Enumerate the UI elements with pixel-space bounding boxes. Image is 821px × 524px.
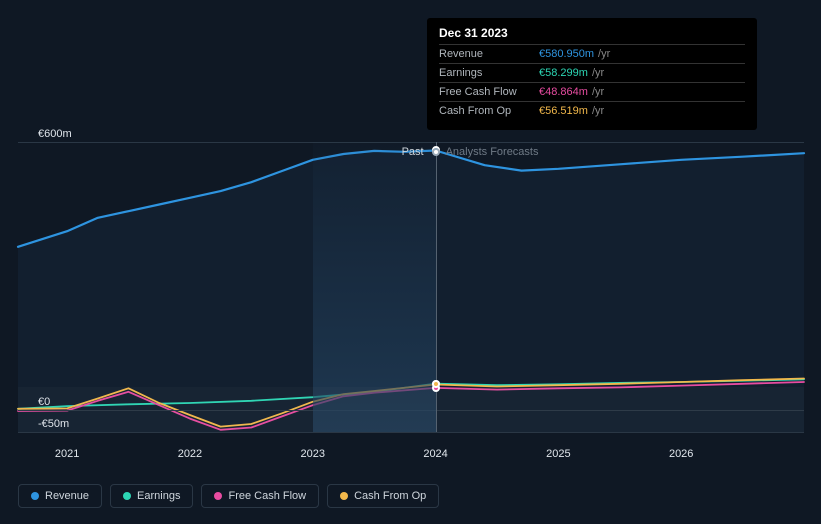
tooltip-row: Free Cash Flow€48.864m/yr [439, 82, 745, 101]
tooltip-row-unit: /yr [592, 67, 604, 79]
x-axis-label: 2022 [178, 448, 202, 460]
y-gridline [18, 142, 804, 143]
plot-area[interactable]: Past Analysts Forecasts [18, 142, 804, 432]
legend-item[interactable]: Earnings [110, 484, 193, 508]
legend-label: Revenue [45, 490, 89, 502]
tooltip-row-label: Free Cash Flow [439, 86, 539, 98]
legend-item[interactable]: Revenue [18, 484, 102, 508]
legend: Revenue Earnings Free Cash Flow Cash From O… [18, 484, 439, 508]
tooltip-row-value: €58.299m [539, 67, 588, 79]
chart-tooltip: Dec 31 2023 Revenue€580.950m/yrEarnings€… [427, 18, 757, 130]
tooltip-row-unit: /yr [592, 105, 604, 117]
legend-item[interactable]: Cash From Op [327, 484, 439, 508]
shaded-region [18, 387, 804, 432]
legend-label: Earnings [137, 490, 180, 502]
tooltip-row-value: €580.950m [539, 48, 594, 60]
y-gridline [18, 432, 804, 433]
tooltip-date: Dec 31 2023 [439, 26, 745, 44]
tooltip-row-unit: /yr [592, 86, 604, 98]
legend-label: Free Cash Flow [228, 490, 306, 502]
legend-swatch [31, 492, 39, 500]
tooltip-row-unit: /yr [598, 48, 610, 60]
legend-swatch [123, 492, 131, 500]
financials-chart: Dec 31 2023 Revenue€580.950m/yrEarnings€… [0, 0, 821, 524]
divider-marker [432, 148, 440, 156]
past-label: Past [402, 146, 424, 158]
tooltip-row: Cash From Op€56.519m/yr [439, 101, 745, 120]
tooltip-row-label: Revenue [439, 48, 539, 60]
legend-label: Cash From Op [354, 490, 426, 502]
legend-swatch [340, 492, 348, 500]
x-axis-label: 2026 [669, 448, 693, 460]
x-axis-label: 2021 [55, 448, 79, 460]
tooltip-row-label: Earnings [439, 67, 539, 79]
y-axis-label: €600m [30, 128, 38, 140]
tooltip-row-value: €56.519m [539, 105, 588, 117]
tooltip-row-value: €48.864m [539, 86, 588, 98]
tooltip-row-label: Cash From Op [439, 105, 539, 117]
legend-swatch [214, 492, 222, 500]
x-axis-label: 2024 [423, 448, 447, 460]
x-axis: 2021 2022 2023 2024 2025 2026 [18, 448, 804, 468]
legend-item[interactable]: Free Cash Flow [201, 484, 319, 508]
tooltip-row: Revenue€580.950m/yr [439, 44, 745, 63]
forecast-label: Analysts Forecasts [446, 146, 539, 158]
x-axis-label: 2025 [546, 448, 570, 460]
tooltip-row: Earnings€58.299m/yr [439, 63, 745, 82]
x-axis-label: 2023 [301, 448, 325, 460]
marker-cfo [432, 380, 440, 388]
